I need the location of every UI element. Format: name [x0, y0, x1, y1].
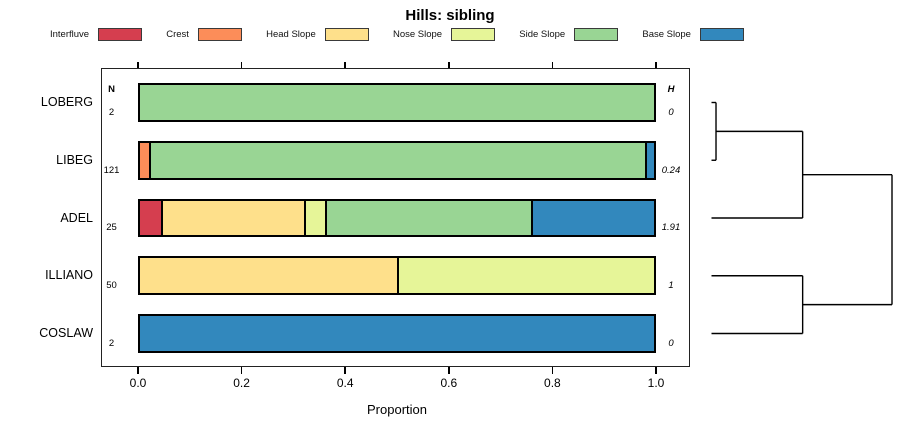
- bar-row: [138, 198, 656, 238]
- legend-item: Interfluve: [50, 28, 143, 41]
- legend-item: Crest: [166, 28, 242, 41]
- bar-segment-head-slope: [160, 200, 305, 236]
- bar-segment-side-slope: [325, 200, 531, 236]
- h-value: 0: [668, 106, 674, 118]
- legend-label: Interfluve: [50, 29, 90, 40]
- x-axis-tick-top: [655, 61, 657, 68]
- x-axis-tick-top: [448, 61, 450, 68]
- x-tick-label: 0.8: [544, 376, 561, 390]
- legend-label: Side Slope: [519, 29, 566, 40]
- x-axis-tick-top: [137, 61, 139, 68]
- bar-segment-side-slope: [148, 142, 646, 178]
- legend-item: Nose Slope: [392, 28, 496, 41]
- x-axis-tick-bottom: [655, 367, 657, 374]
- h-column-header: H: [667, 84, 675, 95]
- x-axis-tick-top: [551, 61, 554, 68]
- x-axis-tick-bottom: [137, 367, 139, 374]
- row-label: LIBEG: [56, 152, 93, 167]
- row-label: COSLAW: [39, 326, 93, 340]
- bar-segment-nose-slope: [304, 200, 325, 236]
- x-axis-tick-bottom: [240, 367, 243, 374]
- legend-swatch: [574, 28, 619, 41]
- legend-item: Head Slope: [266, 28, 369, 41]
- bar-segment-interfluve: [140, 200, 161, 236]
- x-tick-label: 0.4: [336, 376, 354, 390]
- legend-item: Base Slope: [642, 28, 744, 41]
- legend-swatch: [197, 28, 242, 41]
- legend-swatch: [98, 28, 143, 41]
- bar-segment-side-slope: [140, 85, 654, 120]
- h-value: 0.24: [661, 164, 681, 176]
- x-tick-label: 1.0: [647, 376, 665, 390]
- row-label: ILLIANO: [45, 268, 93, 283]
- bar-segment-nose-slope: [397, 258, 654, 294]
- legend-item: Side Slope: [519, 28, 619, 41]
- x-tick-label: 0.6: [440, 376, 458, 390]
- x-tick-label: 0.2: [233, 376, 250, 390]
- bar-segment-base-slope: [530, 200, 654, 236]
- x-axis-tick-bottom: [551, 367, 554, 374]
- bar-row: [138, 256, 656, 296]
- legend-swatch: [324, 28, 369, 41]
- x-axis-tick-top: [240, 61, 243, 68]
- legend-label: Nose Slope: [392, 29, 443, 40]
- bar-segment-base-slope: [140, 316, 654, 351]
- h-value: 1: [668, 280, 674, 292]
- bar-row: [138, 140, 656, 180]
- legend-label: Head Slope: [266, 29, 316, 40]
- legend-swatch: [451, 28, 496, 41]
- x-tick-label: 0.0: [129, 376, 147, 390]
- chart-title: Hills: sibling: [405, 7, 495, 24]
- bar-segment-head-slope: [140, 258, 397, 294]
- n-value: 2: [108, 337, 115, 349]
- legend-label: Crest: [166, 29, 189, 40]
- n-value: 25: [106, 222, 117, 234]
- legend: Interfluve Crest Head Slope Nose Slope Side …: [50, 27, 744, 42]
- bar-row: [138, 83, 656, 122]
- n-value: 50: [106, 280, 117, 292]
- legend-swatch: [699, 28, 744, 41]
- n-value: 121: [103, 164, 120, 176]
- x-axis-tick-bottom: [448, 367, 450, 374]
- n-column-header: N: [108, 84, 115, 95]
- h-value: 1.91: [661, 222, 681, 234]
- legend-label: Base Slope: [642, 29, 691, 40]
- row-label: LOBERG: [40, 95, 93, 109]
- n-value: 2: [108, 106, 115, 118]
- h-value: 0: [668, 337, 674, 349]
- bar-row: [138, 314, 656, 353]
- bar-segment-crest: [140, 142, 149, 178]
- x-axis-label: Proportion: [367, 402, 427, 417]
- bar-segment-base-slope: [645, 142, 654, 178]
- row-label: ADEL: [60, 210, 93, 225]
- x-axis-tick-bottom: [344, 367, 346, 374]
- x-axis-tick-top: [344, 61, 346, 68]
